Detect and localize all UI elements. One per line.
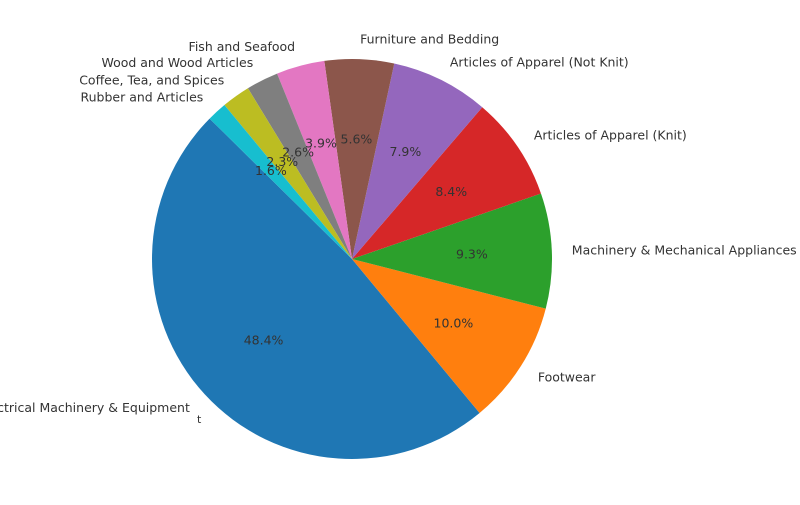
category-label-wood-and-wood-articles: Wood and Wood Articles bbox=[101, 55, 253, 70]
slice-electrical-machinery-equipment bbox=[152, 118, 480, 459]
pct-label-fish-and-seafood: 3.9% bbox=[305, 136, 337, 151]
slice-wood-and-wood-articles bbox=[247, 73, 352, 259]
category-label-machinery-mechanical-appliances: Machinery & Mechanical Appliances bbox=[572, 242, 797, 257]
category-label-furniture-and-bedding: Furniture and Bedding bbox=[360, 32, 499, 47]
category-label-electrical-machinery-equipment: Electrical Machinery & Equipment bbox=[0, 400, 190, 415]
category-label-articles-of-apparel-not-knit: Articles of Apparel (Not Knit) bbox=[450, 54, 629, 69]
slice-articles-of-apparel-knit bbox=[352, 107, 541, 260]
percent-labels-layer: 48.4% 10.0% 9.3% 8.4% 7.9% 5.6% 3.9%2.6%2.3%1.… bbox=[244, 132, 488, 348]
pct-label-articles-of-apparel-not-knit: 7.9% bbox=[390, 144, 422, 159]
category-label-fish-and-seafood: Fish and Seafood bbox=[189, 39, 296, 54]
pct-label-wood-and-wood-articles: 2.6% bbox=[282, 144, 314, 159]
pct-label-rubber-and-articles: 1.6% bbox=[255, 163, 287, 178]
stray-mark: t bbox=[197, 413, 202, 426]
pct-label-machinery-mechanical-appliances: 9.3% bbox=[456, 247, 488, 262]
pct-label-coffee-tea-and-spices: 2.3% bbox=[266, 154, 298, 169]
pct-label-articles-of-apparel-knit: 8.4% bbox=[435, 184, 467, 199]
slice-machinery-mechanical-appliances bbox=[352, 193, 552, 309]
slice-furniture-and-bedding bbox=[324, 58, 395, 259]
slice-rubber-and-articles bbox=[209, 104, 352, 259]
pct-label-furniture-and-bedding: 5.6% bbox=[341, 132, 373, 147]
category-label-articles-of-apparel-knit: Articles of Apparel (Knit) bbox=[534, 128, 687, 143]
slice-footwear bbox=[352, 259, 546, 414]
pct-label-footwear: 10.0% bbox=[434, 316, 474, 331]
slice-articles-of-apparel-not-knit bbox=[352, 63, 483, 260]
category-label-rubber-and-articles: Rubber and Articles bbox=[80, 89, 203, 104]
slice-coffee-tea-and-spices bbox=[224, 88, 352, 259]
pct-label-electrical-machinery-equipment: 48.4% bbox=[244, 333, 284, 348]
slice-fish-and-seafood bbox=[277, 60, 352, 259]
category-label-coffee-tea-and-spices: Coffee, Tea, and Spices bbox=[79, 72, 224, 87]
category-label-footwear: Footwear bbox=[538, 369, 597, 384]
slices-layer bbox=[152, 58, 552, 459]
category-labels-layer: Electrical Machinery & Equipment Footwear… bbox=[0, 32, 797, 416]
